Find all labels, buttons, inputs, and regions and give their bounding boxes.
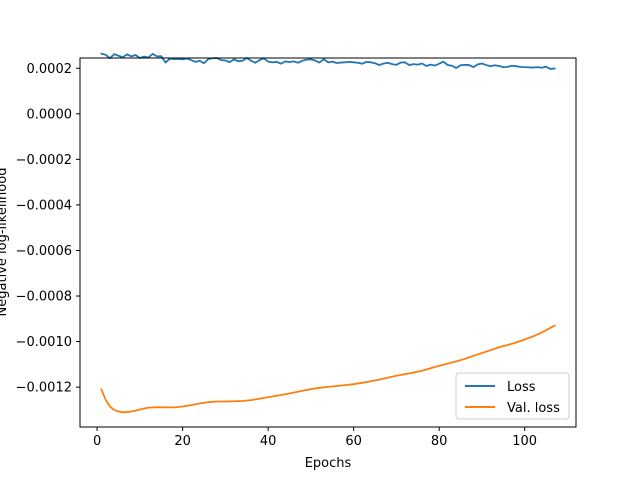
y-tick-label: −0.0004 (16, 198, 72, 213)
y-tick-label: −0.0002 (16, 153, 72, 168)
x-axis-ticks: 0 20 40 60 80 100 (93, 427, 537, 449)
series-layer (100, 52, 556, 414)
legend-label-loss: Loss (507, 380, 536, 395)
x-tick-label: 0 (93, 434, 101, 449)
y-tick-label: 0.0002 (27, 62, 73, 77)
y-tick-label: −0.0012 (16, 381, 72, 396)
plot-area-frame (79, 57, 577, 428)
x-axis-label: Epochs (305, 456, 352, 471)
x-tick-label: 80 (431, 434, 448, 449)
y-tick-label: −0.0008 (16, 290, 72, 305)
y-axis-ticks: 0.0002 0.0000 −0.0002 −0.0004 −0.0006 −0.0008… (16, 62, 80, 396)
y-tick-label: −0.0006 (16, 244, 72, 259)
y-tick-label: −0.0010 (16, 335, 72, 350)
legend-label-val-loss: Val. loss (507, 401, 560, 416)
series-line-loss (100, 52, 556, 70)
y-axis-label: Negative log-likelihood (0, 168, 10, 317)
y-tick-label: 0.0000 (27, 107, 73, 122)
x-tick-label: 20 (174, 434, 191, 449)
series-line-val-loss (100, 324, 556, 414)
x-tick-label: 40 (260, 434, 277, 449)
legend: Loss Val. loss (455, 372, 570, 420)
x-tick-label: 60 (345, 434, 362, 449)
x-tick-label: 100 (512, 434, 537, 449)
